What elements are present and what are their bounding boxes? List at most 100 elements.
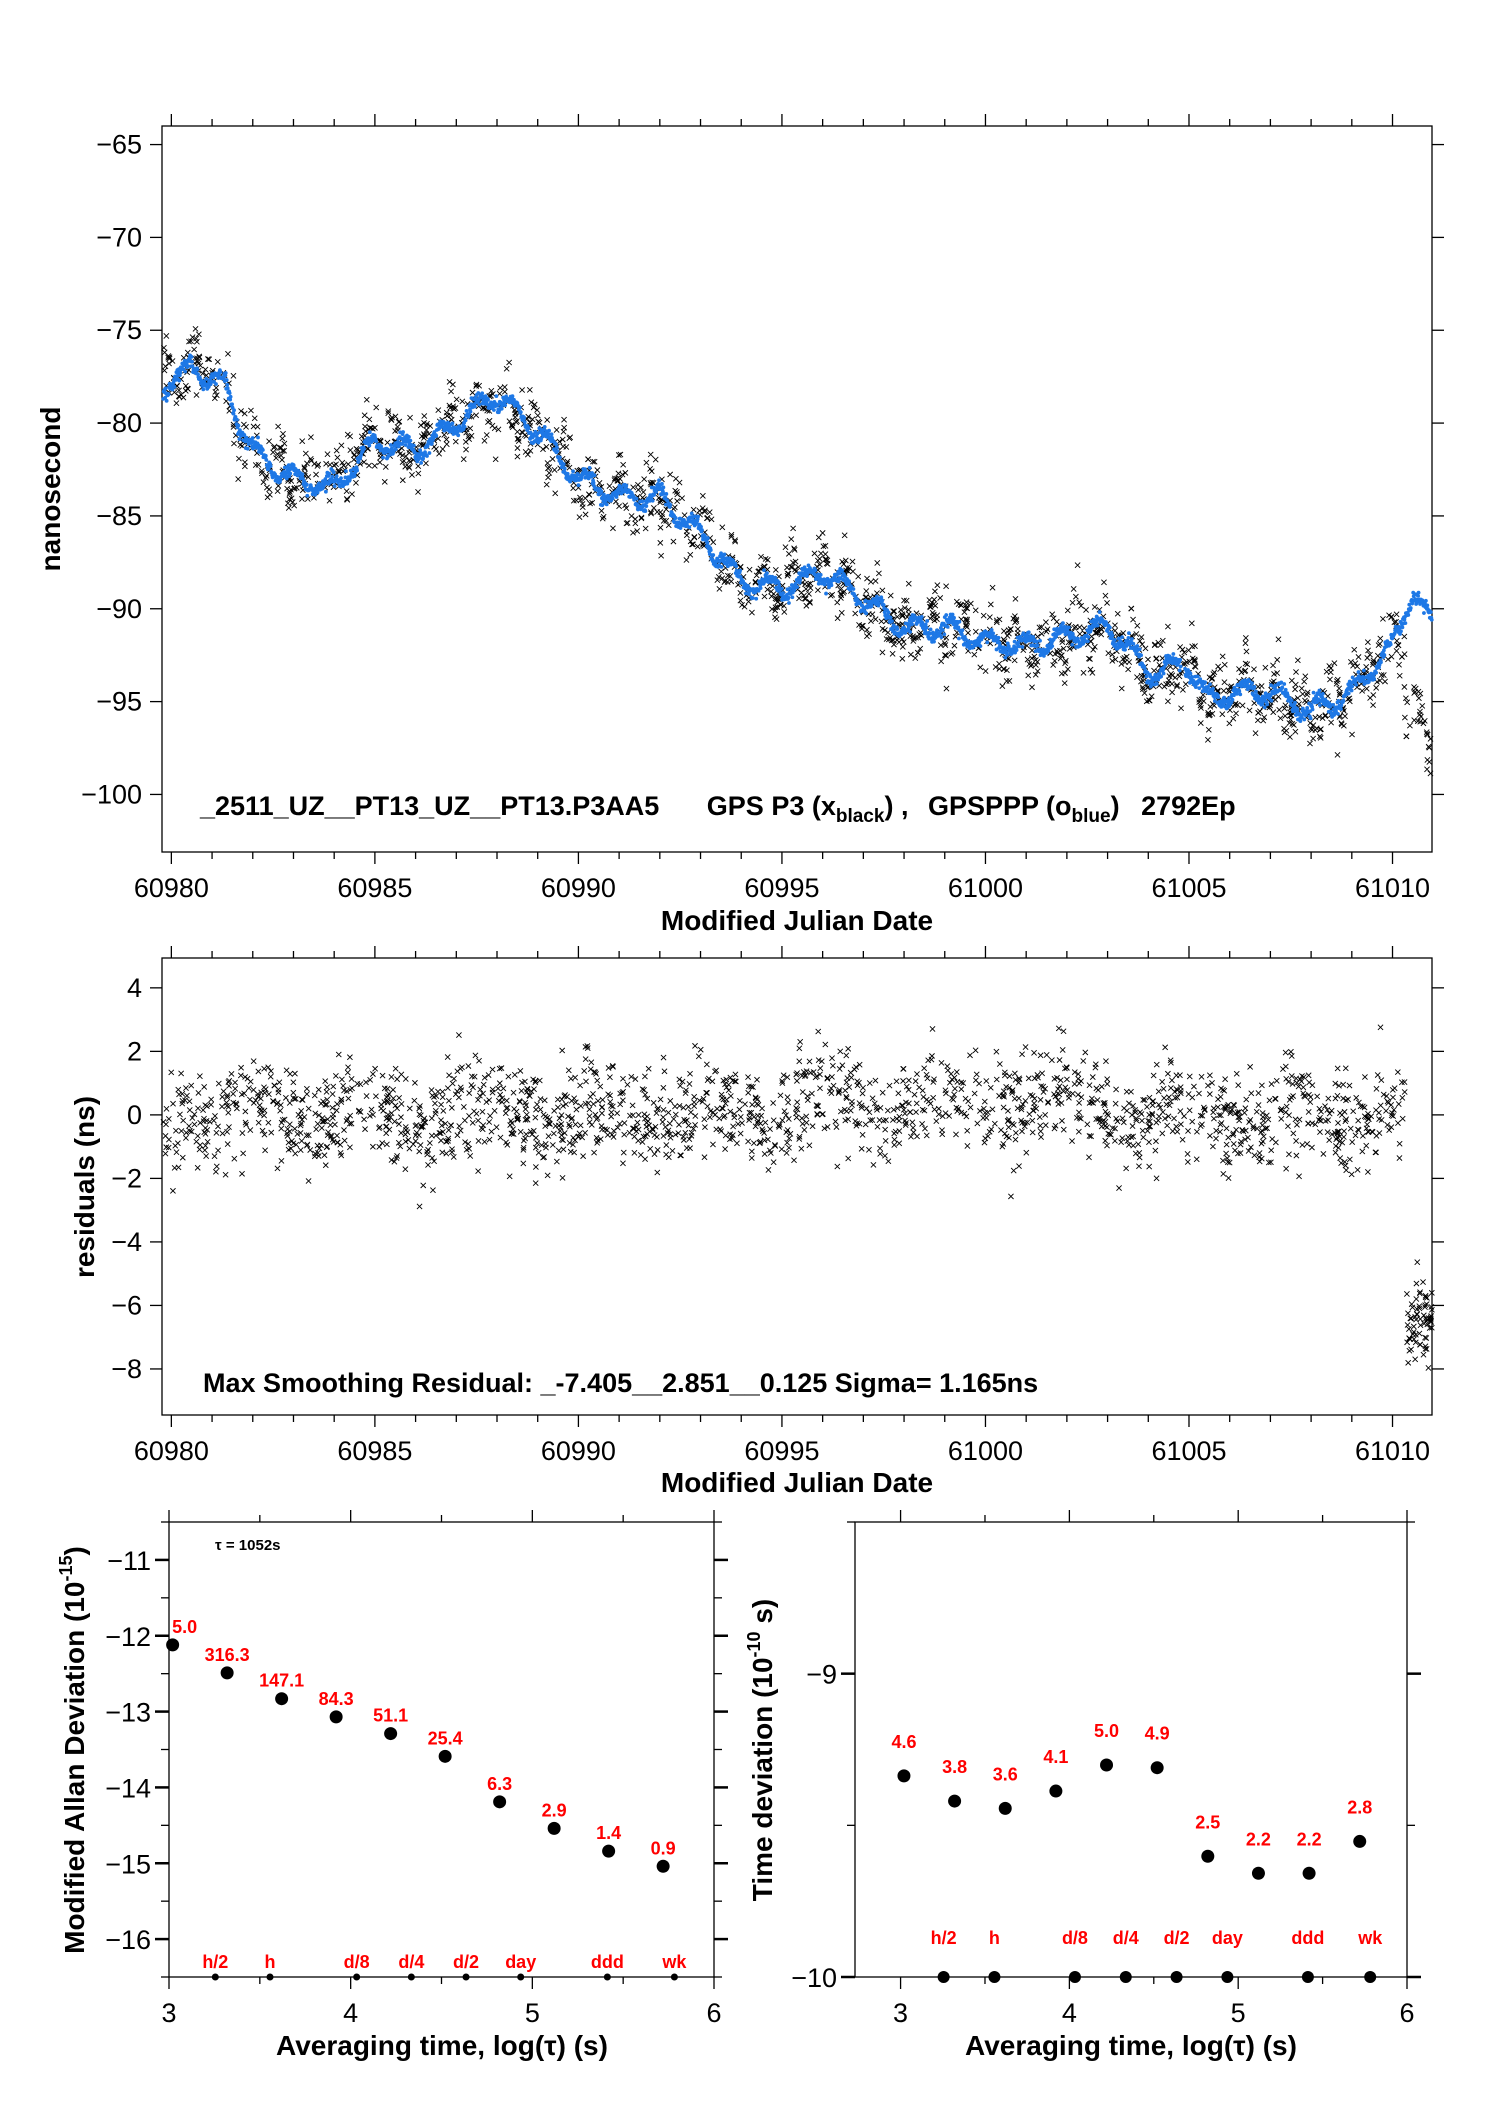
residual-point — [402, 1138, 409, 1145]
gps-p3-point — [1281, 729, 1288, 736]
gps-p3-point — [163, 333, 170, 339]
gps-p3-point — [304, 460, 310, 467]
gps-p3-point — [1074, 562, 1081, 569]
gps-p3-point — [509, 424, 516, 431]
gpsppp-point — [939, 635, 944, 640]
gpsppp-point — [818, 572, 823, 577]
residual-point — [344, 1069, 351, 1076]
gps-p3-point — [1091, 643, 1098, 650]
gpsppp-point — [1254, 689, 1258, 694]
gps-p3-point — [937, 595, 944, 601]
gps-p3-point — [423, 427, 430, 433]
gps-p3-point — [301, 464, 308, 471]
gps-p3-point — [161, 367, 168, 374]
gpsppp-point — [232, 408, 236, 413]
gpsppp-point — [352, 474, 357, 478]
gps-p3-point — [905, 606, 912, 613]
residual-point — [882, 1152, 888, 1159]
gps-p3-point — [962, 616, 969, 623]
gps-p3-point — [576, 514, 583, 521]
gps-p3-point — [1072, 593, 1079, 600]
gps-p3-point — [1112, 656, 1119, 663]
residual-point — [660, 1114, 667, 1121]
gps-p3-point — [560, 428, 567, 435]
gps-p3-point — [1282, 702, 1289, 709]
gps-p3-point — [715, 573, 722, 580]
gps-p3-point — [1254, 717, 1261, 724]
gps-p3-point — [596, 480, 603, 486]
gps-p3-point — [1391, 619, 1398, 626]
gpsppp-point — [434, 434, 439, 438]
gpsppp-point — [668, 502, 673, 507]
residual-point — [1374, 1072, 1381, 1078]
gps-p3-point — [1375, 642, 1382, 649]
gps-p3-point — [901, 597, 907, 604]
residual-point — [363, 1093, 370, 1099]
gpsppp-point — [1317, 688, 1322, 693]
residual-point — [486, 1136, 493, 1143]
gpsppp-point — [250, 436, 255, 440]
gpsppp-point — [503, 403, 508, 408]
gps-p3-point — [790, 525, 797, 532]
x-tick-label: 60985 — [337, 1436, 412, 1466]
gps-p3-point — [1083, 607, 1089, 613]
gps-p3-point — [1319, 715, 1326, 722]
gps-p3-point — [622, 502, 629, 509]
gps-p3-point — [852, 610, 859, 617]
gpsppp-point — [1020, 645, 1025, 649]
residual-point — [654, 1146, 661, 1153]
gps-p3-point — [266, 486, 273, 493]
gps-p3-point — [1071, 624, 1078, 631]
residual-point — [660, 1106, 667, 1113]
gps-p3-point — [1011, 613, 1018, 620]
y-tick-label: 0 — [127, 1100, 142, 1130]
gps-p3-point — [323, 460, 330, 467]
gpsppp-point — [942, 632, 947, 637]
gps-p3-point — [1326, 663, 1333, 669]
gps-p3-point — [314, 463, 321, 469]
gps-p3-point — [885, 629, 891, 636]
residual-point — [577, 1103, 584, 1109]
gpsppp-point — [1131, 641, 1136, 646]
residual-point — [1320, 1150, 1327, 1157]
residual-point — [1059, 1117, 1065, 1124]
gps-p3-point — [1120, 630, 1127, 636]
gps-p3-point — [315, 461, 322, 468]
gps-p3-point — [1192, 658, 1198, 664]
gps-p3-point — [1378, 672, 1385, 678]
gps-p3-point — [1128, 605, 1135, 612]
gps-p3-point — [543, 443, 550, 450]
gps-p3-point — [1028, 655, 1035, 662]
residual-point — [1005, 1107, 1011, 1114]
residual-point — [911, 1091, 918, 1098]
gps-p3-point — [473, 412, 480, 419]
gpsppp-point — [1126, 635, 1131, 640]
gps-p3-point — [1242, 640, 1249, 647]
gps-p3-point — [579, 501, 586, 507]
residual-point — [669, 1147, 676, 1154]
plot-frame — [161, 125, 1433, 853]
gps-p3-point — [1064, 607, 1071, 614]
gps-p3-point — [587, 500, 594, 507]
gps-p3-point — [1101, 579, 1107, 586]
gpsppp-point — [1208, 682, 1212, 687]
gps-p3-point — [875, 570, 882, 577]
residual-point — [1189, 1118, 1196, 1125]
gps-p3-point — [452, 438, 459, 445]
gpsppp-point — [225, 386, 230, 391]
residual-point — [1317, 1129, 1323, 1135]
gps-p3-point — [781, 602, 787, 609]
gpsppp-point — [687, 525, 692, 530]
gps-p3-point — [1209, 675, 1215, 682]
y-tick-label: −70 — [96, 222, 142, 252]
residual-point — [518, 1087, 525, 1094]
gps-p3-point — [782, 544, 789, 551]
gpsppp-point — [864, 611, 869, 616]
gps-p3-point — [1114, 610, 1121, 617]
gps-p3-point — [951, 642, 958, 649]
gps-p3-point — [449, 381, 456, 388]
gps-p3-point — [752, 578, 759, 585]
gpsppp-point — [699, 524, 703, 529]
residual-point — [1155, 1088, 1162, 1095]
